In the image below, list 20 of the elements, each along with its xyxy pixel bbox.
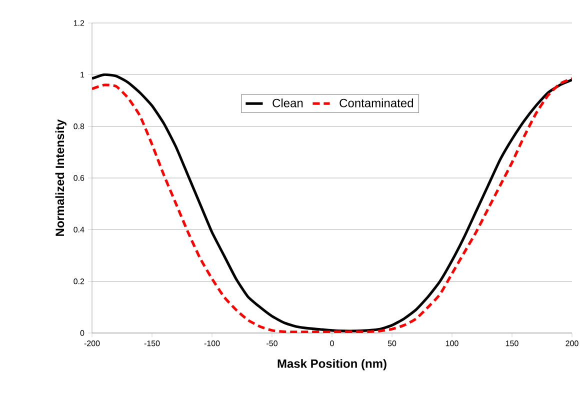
y-tick-label: 1.2 bbox=[74, 20, 84, 26]
y-tick-label: 1 bbox=[80, 72, 84, 78]
x-tick-label: 150 bbox=[506, 340, 518, 346]
y-tick-label: 0.8 bbox=[74, 124, 84, 130]
y-tick-label: 0.4 bbox=[74, 226, 84, 232]
x-tick-label: -200 bbox=[84, 340, 100, 346]
y-tick-label: 0.2 bbox=[74, 278, 84, 284]
legend-label: Clean bbox=[272, 98, 303, 108]
x-tick-label: 200 bbox=[566, 340, 578, 346]
y-tick-label: 0.6 bbox=[74, 175, 84, 181]
x-axis-title: Mask Position (nm) bbox=[278, 359, 386, 370]
x-tick-label: -150 bbox=[144, 340, 160, 346]
y-tick-label: 0 bbox=[80, 330, 84, 336]
x-tick-label: 0 bbox=[330, 340, 334, 346]
x-tick-label: 50 bbox=[388, 340, 396, 346]
legend-label: Contaminated bbox=[340, 98, 413, 108]
y-axis-title: Normalized Intensity bbox=[55, 119, 66, 236]
x-tick-label: -100 bbox=[204, 340, 220, 346]
x-tick-label: 100 bbox=[446, 340, 458, 346]
x-tick-label: -50 bbox=[266, 340, 278, 346]
